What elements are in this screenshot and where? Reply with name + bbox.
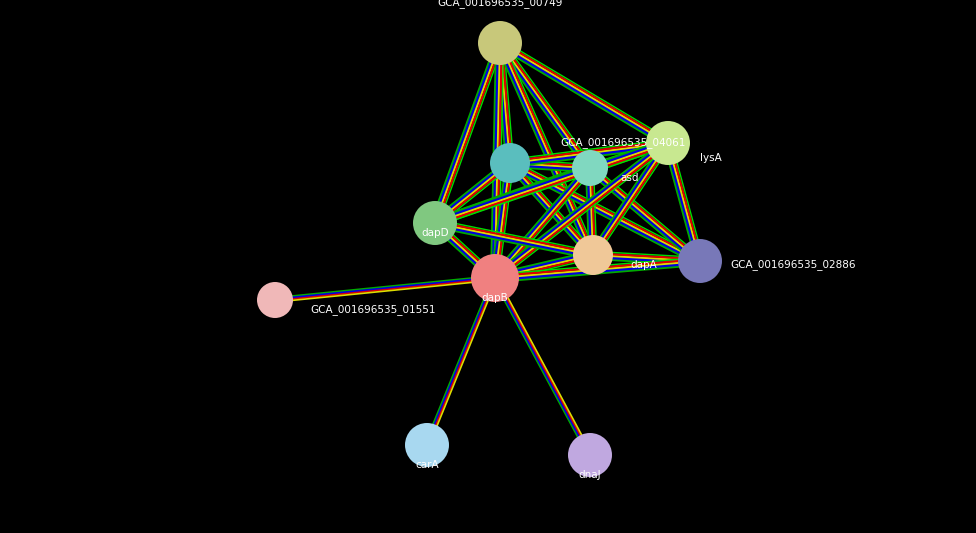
Text: dnaJ: dnaJ xyxy=(579,470,601,480)
Text: dapA: dapA xyxy=(630,260,657,270)
Circle shape xyxy=(568,433,612,477)
Text: GCA_001696535_00749: GCA_001696535_00749 xyxy=(437,0,563,8)
Text: carA: carA xyxy=(415,460,439,470)
Text: dapD: dapD xyxy=(422,228,449,238)
Circle shape xyxy=(405,423,449,467)
Text: GCA_001696535_04061: GCA_001696535_04061 xyxy=(560,138,685,149)
Text: dapB: dapB xyxy=(481,293,508,303)
Text: lysA: lysA xyxy=(700,153,721,163)
Circle shape xyxy=(478,21,522,65)
Circle shape xyxy=(572,150,608,186)
Text: asd: asd xyxy=(620,173,638,183)
Circle shape xyxy=(257,282,293,318)
Circle shape xyxy=(646,121,690,165)
Circle shape xyxy=(678,239,722,283)
Circle shape xyxy=(490,143,530,183)
Circle shape xyxy=(471,254,519,302)
Text: GCA_001696535_02886: GCA_001696535_02886 xyxy=(730,260,856,270)
Circle shape xyxy=(413,201,457,245)
Circle shape xyxy=(573,235,613,275)
Text: GCA_001696535_01551: GCA_001696535_01551 xyxy=(310,304,435,316)
